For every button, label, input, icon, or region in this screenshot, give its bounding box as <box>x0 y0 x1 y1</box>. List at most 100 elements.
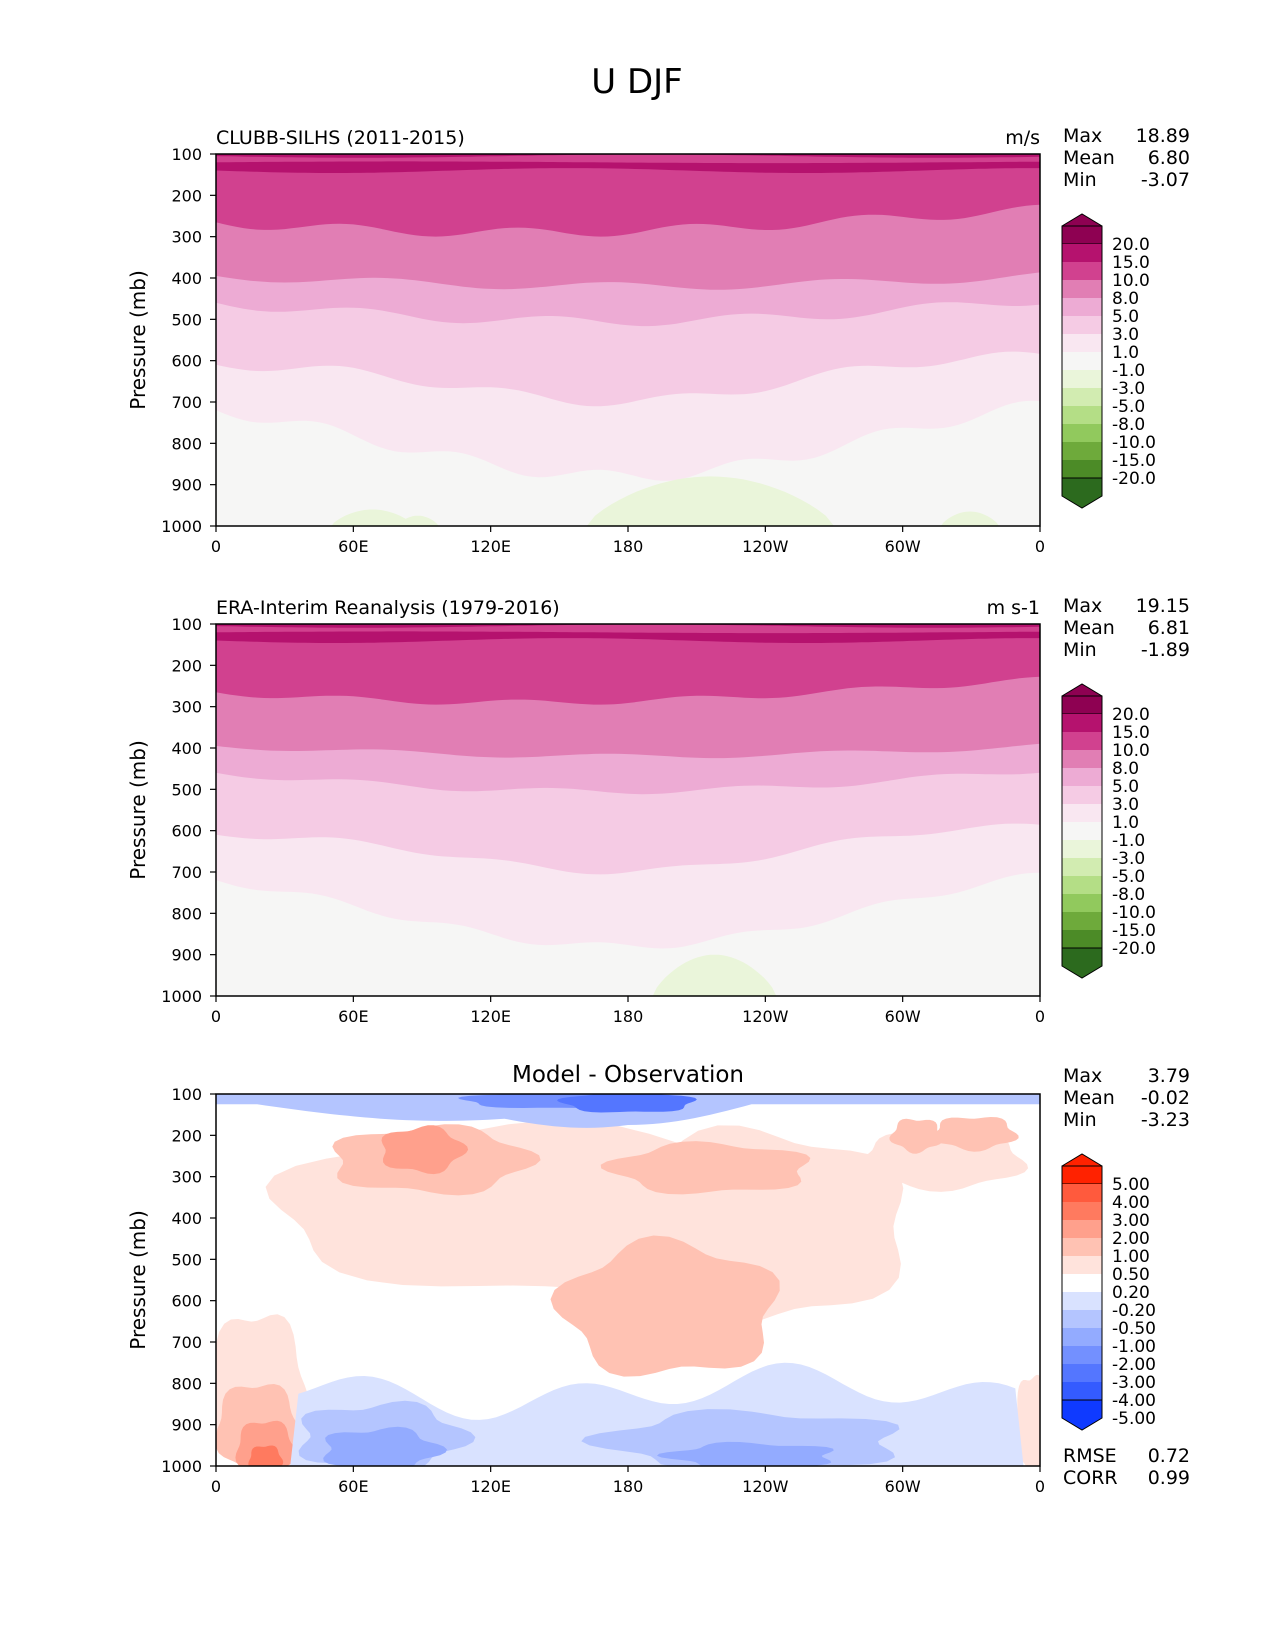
panel-2-colorbar-segment <box>1062 912 1102 930</box>
panel-2: ERA-Interim Reanalysis (1979-2016) m s-1 1… <box>126 595 1190 1026</box>
panel-1-colorbar-segment <box>1062 262 1102 280</box>
panel-1-colorbar-label: -3.0 <box>1112 379 1145 399</box>
panel-3-colorbar-extend-top <box>1061 1153 1103 1185</box>
jet-core-band <box>216 631 1040 645</box>
panel-1-colorbar-segment <box>1062 316 1102 334</box>
panel-1-colorbar-segment <box>1062 280 1102 298</box>
positive-anomaly <box>929 1117 1019 1152</box>
panel-2-xtick-label: 120E <box>470 1007 511 1026</box>
panel-3-colorbar-segment <box>1062 1310 1102 1328</box>
contour-band <box>216 154 1040 237</box>
contour-band <box>216 154 1040 158</box>
panel-3-ytick-label: 800 <box>171 1374 202 1393</box>
panel-3-colorbar-label: 4.00 <box>1112 1193 1150 1213</box>
panel-3-stat-value: 3.79 <box>1148 1065 1190 1087</box>
panel-1-ytick-label: 300 <box>171 228 202 247</box>
panel-2-colorbar-segment <box>1062 858 1102 876</box>
panel-2-colorbar-segment <box>1062 894 1102 912</box>
panel-3-colorbar-segment <box>1062 1202 1102 1220</box>
panel-1-xtick-label: 0 <box>211 537 221 556</box>
panel-1-xtick-label: 120E <box>470 537 511 556</box>
panel-2-colorbar-segment <box>1062 750 1102 768</box>
panel-3-stat-value: -3.23 <box>1141 1109 1190 1131</box>
panel-1-xtick-label: 120W <box>742 537 789 556</box>
panel-2-colorbar-label: -3.0 <box>1112 849 1145 869</box>
panel-2-stat-value: -1.89 <box>1141 639 1190 661</box>
contour-band <box>216 624 1040 628</box>
negative-wind-patch <box>652 954 777 996</box>
panel-2-colorbar-segment <box>1062 732 1102 750</box>
panel-1-stat-label: Min <box>1063 169 1097 191</box>
panel-3-colorbar-label: 0.20 <box>1112 1283 1150 1303</box>
panel-1-ytick-label: 100 <box>171 145 202 164</box>
panel-1-colorbar-label: -20.0 <box>1112 469 1156 489</box>
panel-3-xtick-label: 0 <box>1035 1477 1045 1496</box>
panel-2-colorbar-frame <box>1061 695 1103 949</box>
panel-2-stat-label: Mean <box>1063 617 1115 639</box>
panel-3-extra-stat-value: 0.99 <box>1148 1467 1190 1489</box>
panel-3-ytick-label: 700 <box>171 1333 202 1352</box>
panel-3-colorbar-segment <box>1062 1184 1102 1202</box>
panel-3-colorbar-label: 1.00 <box>1112 1247 1150 1267</box>
panel-1-ytick-label: 700 <box>171 393 202 412</box>
panel-3-extra-stat-label: RMSE <box>1063 1445 1117 1467</box>
panel-1-stat-value: 6.80 <box>1148 147 1190 169</box>
panel-1-ytick-label: 800 <box>171 434 202 453</box>
panel-2-colorbar-segment <box>1062 822 1102 840</box>
negative-anomaly <box>557 1094 697 1113</box>
panel-2-colorbar-label: 1.0 <box>1112 813 1139 833</box>
negative-wind-patch <box>331 509 414 526</box>
panel-2-ytick-label: 100 <box>171 615 202 634</box>
panel-3-colorbar-segment <box>1062 1364 1102 1382</box>
panel-2-colorbar-segment <box>1062 714 1102 732</box>
panel-3-colorbar-label: 3.00 <box>1112 1211 1150 1231</box>
panel-3-ytick-label: 1000 <box>161 1457 202 1476</box>
panel-2-ytick-label: 500 <box>171 780 202 799</box>
panel-2-stat-value: 6.81 <box>1148 617 1190 639</box>
panel-2-colorbar-label: -20.0 <box>1112 939 1156 959</box>
positive-anomaly <box>248 1445 284 1466</box>
panel-1-colorbar-label: -10.0 <box>1112 433 1156 453</box>
panel-1-colorbar-label: -15.0 <box>1112 451 1156 471</box>
panel-2-stat-label: Max <box>1063 595 1102 617</box>
panel-3: Model - Observation 100 200 300 400 500 600 700… <box>126 1062 1190 1496</box>
panel-2-ytick-label: 700 <box>171 863 202 882</box>
panel-1-stat-value: 18.89 <box>1136 125 1190 147</box>
panel-1-colorbar-label: 20.0 <box>1112 235 1150 255</box>
panel-3-title: Model - Observation <box>512 1062 744 1088</box>
panel-3-colorbar-label: -3.00 <box>1112 1373 1156 1393</box>
panel-2-stat-value: 19.15 <box>1136 595 1190 617</box>
panel-3-xtick-label: 0 <box>211 1477 221 1496</box>
panel-2-xtick-label: 0 <box>1035 1007 1045 1026</box>
positive-anomaly <box>600 1141 811 1195</box>
jet-core-band <box>216 161 1040 175</box>
negative-anomaly <box>657 1441 834 1466</box>
panel-3-colorbar-label: -4.00 <box>1112 1391 1156 1411</box>
panel-3-ytick-label: 300 <box>171 1168 202 1187</box>
panel-2-colorbar-label: -8.0 <box>1112 885 1145 905</box>
panel-1-colorbar-segment <box>1062 460 1102 478</box>
panel-3-colorbar-label: -2.00 <box>1112 1355 1156 1375</box>
panel-3-colorbar-segment <box>1062 1292 1102 1310</box>
panel-1-colorbar-frame <box>1061 225 1103 479</box>
panel-2-colorbar-label: 8.0 <box>1112 759 1139 779</box>
panel-3-xtick-label: 180 <box>613 1477 644 1496</box>
panel-1-colorbar-segment <box>1062 352 1102 370</box>
figure-title: U DJF <box>591 62 682 102</box>
panel-1-colorbar-segment <box>1062 298 1102 316</box>
negative-anomaly <box>323 1426 447 1466</box>
panel-3-colorbar-label: 5.00 <box>1112 1175 1150 1195</box>
panel-2-colorbar-segment <box>1062 768 1102 786</box>
panel-1-colorbar-segment <box>1062 244 1102 262</box>
panel-3-colorbar-label: -5.00 <box>1112 1409 1156 1429</box>
panel-2-ytick-label: 400 <box>171 739 202 758</box>
panel-2-colorbar-extend-top <box>1061 683 1103 715</box>
panel-1-colorbar-segment <box>1062 442 1102 460</box>
panel-3-colorbar-frame <box>1061 1165 1103 1401</box>
panel-1-colorbar-label: 3.0 <box>1112 325 1139 345</box>
panel-2-ytick-label: 300 <box>171 698 202 717</box>
panel-3-ytick-label: 400 <box>171 1209 202 1228</box>
panel-2-colorbar-segment <box>1062 876 1102 894</box>
